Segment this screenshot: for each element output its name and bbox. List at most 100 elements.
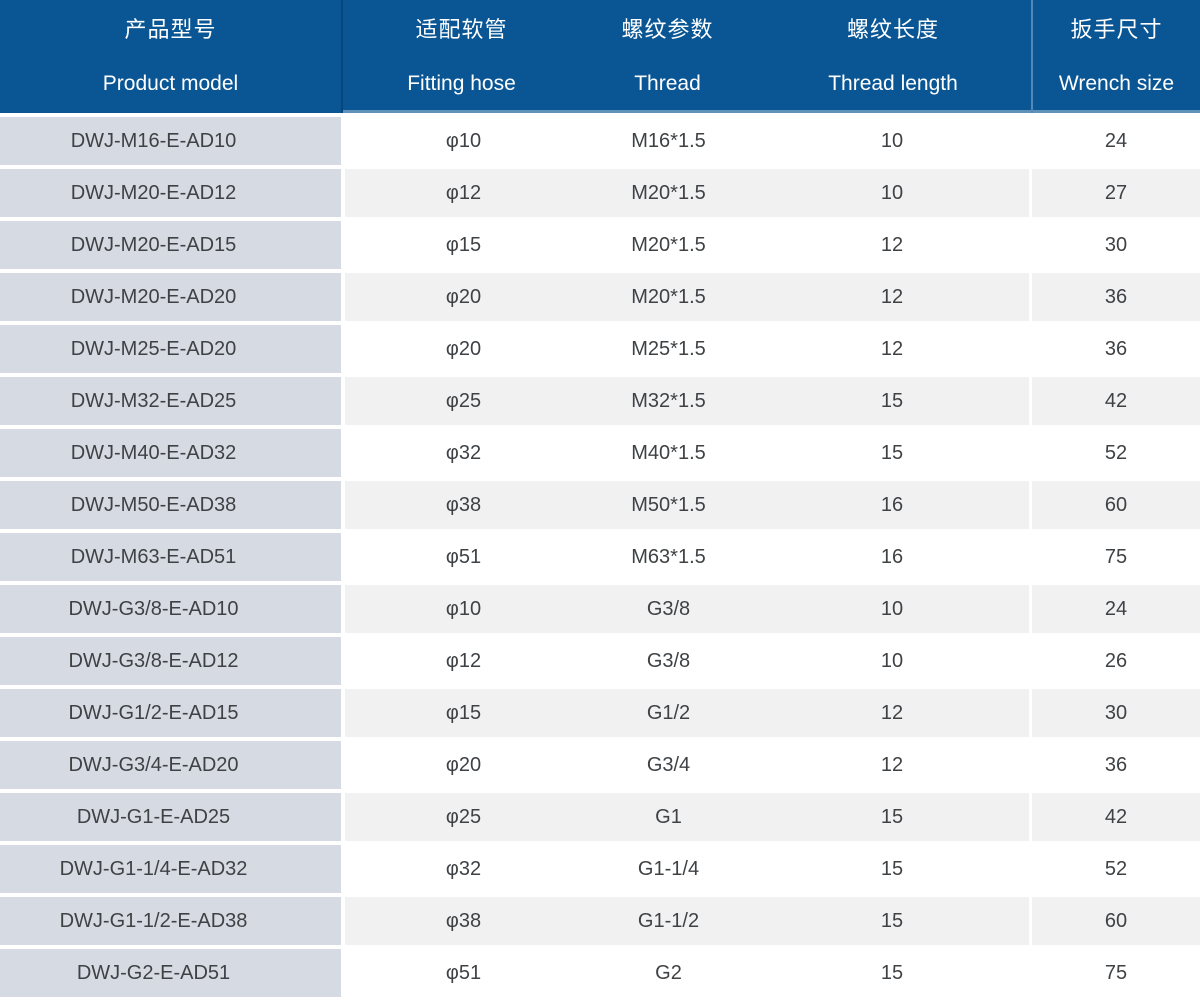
cell-fitting-hose: φ15	[345, 689, 582, 737]
table-row: DWJ-G1-1/4-E-AD32 φ32 G1-1/4 15 52	[0, 845, 1200, 893]
cell-thread-length: 15	[755, 897, 1029, 945]
cell-product-model: DWJ-G3/8-E-AD12	[0, 637, 341, 685]
cell-thread: G3/8	[582, 637, 755, 685]
table-row: DWJ-M63-E-AD51 φ51 M63*1.5 16 75	[0, 533, 1200, 581]
table-row: DWJ-G1/2-E-AD15 φ15 G1/2 12 30	[0, 689, 1200, 737]
cell-thread-length: 15	[755, 845, 1029, 893]
table-row: DWJ-G1-1/2-E-AD38 φ38 G1-1/2 15 60	[0, 897, 1200, 945]
cell-wrench-size: 36	[1032, 741, 1200, 789]
cell-thread: G3/8	[582, 585, 755, 633]
cell-thread: G3/4	[582, 741, 755, 789]
cell-thread: G2	[582, 949, 755, 997]
cell-thread: M20*1.5	[582, 169, 755, 217]
cell-thread: M25*1.5	[582, 325, 755, 373]
header-label-zh-wrench-size: 扳手尺寸	[1070, 17, 1163, 42]
table-row: DWJ-M40-E-AD32 φ32 M40*1.5 15 52	[0, 429, 1200, 477]
cell-thread-length: 12	[755, 689, 1029, 737]
cell-wrench-size: 36	[1032, 325, 1200, 373]
cell-thread-length: 16	[755, 481, 1029, 529]
cell-fitting-hose: φ12	[345, 169, 582, 217]
table-row: DWJ-G3/4-E-AD20 φ20 G3/4 12 36	[0, 741, 1200, 789]
cell-fitting-hose: φ25	[345, 377, 582, 425]
cell-wrench-size: 26	[1032, 637, 1200, 685]
cell-wrench-size: 36	[1032, 273, 1200, 321]
cell-wrench-size: 24	[1032, 117, 1200, 165]
table-body: DWJ-M16-E-AD10 φ10 M16*1.5 10 24 DWJ-M20-E-AD…	[0, 113, 1200, 997]
table-row: DWJ-M25-E-AD20 φ20 M25*1.5 12 36	[0, 325, 1200, 373]
cell-product-model: DWJ-G3/8-E-AD10	[0, 585, 341, 633]
cell-wrench-size: 75	[1032, 949, 1200, 997]
cell-wrench-size: 42	[1032, 793, 1200, 841]
cell-product-model: DWJ-G1-1/2-E-AD38	[0, 897, 341, 945]
table-row: DWJ-G2-E-AD51 φ51 G2 15 75	[0, 949, 1200, 997]
cell-thread: G1-1/4	[582, 845, 755, 893]
cell-wrench-size: 42	[1032, 377, 1200, 425]
cell-thread-length: 15	[755, 377, 1029, 425]
cell-thread: G1/2	[582, 689, 755, 737]
cell-thread-length: 10	[755, 637, 1029, 685]
cell-thread: M40*1.5	[582, 429, 755, 477]
header-cell-thread: 螺纹参数 Thread	[580, 0, 755, 113]
header-label-en-fitting-hose: Fitting hose	[407, 72, 516, 95]
table-row: DWJ-M32-E-AD25 φ25 M32*1.5 15 42	[0, 377, 1200, 425]
header-label-zh-thread: 螺纹参数	[621, 17, 714, 42]
cell-product-model: DWJ-G1/2-E-AD15	[0, 689, 341, 737]
cell-thread: M32*1.5	[582, 377, 755, 425]
cell-fitting-hose: φ51	[345, 949, 582, 997]
cell-thread-length: 12	[755, 273, 1029, 321]
cell-fitting-hose: φ32	[345, 429, 582, 477]
cell-thread: M20*1.5	[582, 273, 755, 321]
table-row: DWJ-M20-E-AD15 φ15 M20*1.5 12 30	[0, 221, 1200, 269]
cell-thread-length: 15	[755, 949, 1029, 997]
cell-wrench-size: 30	[1032, 689, 1200, 737]
header-label-zh-fitting-hose: 适配软管	[415, 17, 508, 42]
cell-product-model: DWJ-M25-E-AD20	[0, 325, 341, 373]
cell-product-model: DWJ-M32-E-AD25	[0, 377, 341, 425]
cell-wrench-size: 30	[1032, 221, 1200, 269]
header-cell-product-model: 产品型号 Product model	[0, 0, 343, 113]
header-label-en-product-model: Product model	[102, 72, 239, 95]
cell-thread-length: 15	[755, 429, 1029, 477]
table-header: 产品型号 Product model 适配软管 Fitting hose 螺纹参数 Thr…	[0, 0, 1200, 113]
cell-product-model: DWJ-M16-E-AD10	[0, 117, 341, 165]
table-row: DWJ-M16-E-AD10 φ10 M16*1.5 10 24	[0, 117, 1200, 165]
cell-thread: G1	[582, 793, 755, 841]
header-cell-wrench-size: 扳手尺寸 Wrench size	[1031, 0, 1200, 113]
cell-thread-length: 15	[755, 793, 1029, 841]
cell-thread-length: 12	[755, 741, 1029, 789]
cell-product-model: DWJ-M50-E-AD38	[0, 481, 341, 529]
cell-product-model: DWJ-G1-1/4-E-AD32	[0, 845, 341, 893]
cell-product-model: DWJ-M40-E-AD32	[0, 429, 341, 477]
cell-fitting-hose: φ38	[345, 897, 582, 945]
header-label-en-wrench-size: Wrench size	[1058, 72, 1175, 95]
cell-wrench-size: 24	[1032, 585, 1200, 633]
table-row: DWJ-G3/8-E-AD10 φ10 G3/8 10 24	[0, 585, 1200, 633]
cell-fitting-hose: φ20	[345, 273, 582, 321]
cell-thread: M16*1.5	[582, 117, 755, 165]
cell-product-model: DWJ-M20-E-AD12	[0, 169, 341, 217]
cell-thread-length: 10	[755, 169, 1029, 217]
cell-wrench-size: 27	[1032, 169, 1200, 217]
header-cell-fitting-hose: 适配软管 Fitting hose	[343, 0, 580, 113]
cell-product-model: DWJ-M20-E-AD20	[0, 273, 341, 321]
cell-fitting-hose: φ25	[345, 793, 582, 841]
cell-fitting-hose: φ10	[345, 117, 582, 165]
header-label-zh-thread-length: 螺纹长度	[846, 17, 939, 42]
cell-fitting-hose: φ32	[345, 845, 582, 893]
cell-thread-length: 12	[755, 221, 1029, 269]
cell-product-model: DWJ-G2-E-AD51	[0, 949, 341, 997]
cell-thread-length: 16	[755, 533, 1029, 581]
cell-thread-length: 10	[755, 117, 1029, 165]
cell-wrench-size: 60	[1032, 481, 1200, 529]
cell-thread-length: 12	[755, 325, 1029, 373]
cell-fitting-hose: φ12	[345, 637, 582, 685]
cell-thread-length: 10	[755, 585, 1029, 633]
cell-thread: M63*1.5	[582, 533, 755, 581]
cell-wrench-size: 60	[1032, 897, 1200, 945]
table-row: DWJ-M50-E-AD38 φ38 M50*1.5 16 60	[0, 481, 1200, 529]
cell-wrench-size: 75	[1032, 533, 1200, 581]
cell-fitting-hose: φ51	[345, 533, 582, 581]
cell-fitting-hose: φ20	[345, 741, 582, 789]
table-row: DWJ-G1-E-AD25 φ25 G1 15 42	[0, 793, 1200, 841]
